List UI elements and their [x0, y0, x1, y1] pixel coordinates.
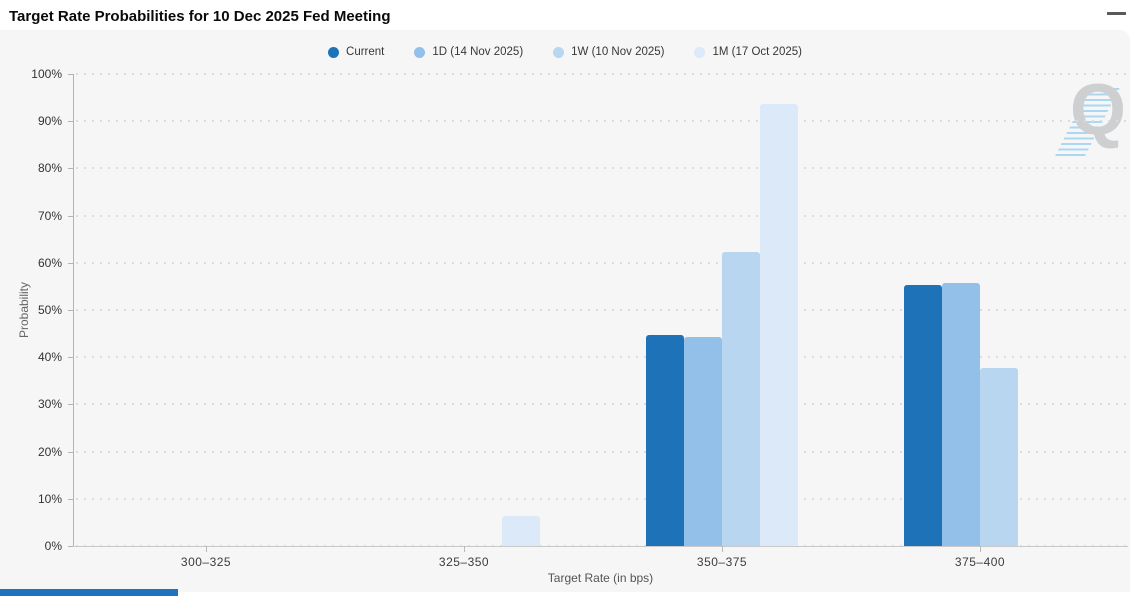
gridline-30%: [76, 403, 1128, 406]
bar-1m-350-375[interactable]: [760, 103, 798, 546]
x-category-label: 350–375: [696, 555, 748, 569]
bar-1d-350-375[interactable]: [684, 336, 722, 546]
legend-label: 1W (10 Nov 2025): [571, 46, 665, 58]
y-tick-label: 50%: [37, 303, 62, 317]
chart-panel: Current 1D (14 Nov 2025) 1W (10 Nov 2025) 1…: [0, 30, 1130, 592]
gridline-90%: [76, 120, 1128, 123]
y-tick-label: 30%: [37, 397, 62, 412]
x-axis-tick: [206, 546, 207, 552]
y-axis-tick: [68, 215, 73, 217]
y-axis-tick: [68, 357, 73, 359]
bar-1d-375-400[interactable]: [942, 283, 980, 546]
y-axis-tick: [68, 168, 73, 170]
gridline-50%: [76, 309, 1128, 311]
legend-item-1w[interactable]: 1W (10 Nov 2025): [553, 46, 664, 58]
y-axis-tick: [68, 74, 73, 75]
gridline-20%: [76, 450, 1128, 453]
y-tick-label: 20%: [37, 444, 62, 459]
gridline-70%: [76, 214, 1128, 217]
y-tick-label: 10%: [37, 491, 62, 506]
legend-swatch-icon: [694, 46, 706, 58]
legend-label: Current: [346, 46, 385, 58]
bar-1w-375-400[interactable]: [980, 368, 1018, 546]
x-category-label: 375–400: [954, 555, 1006, 569]
quikstrike-logo-watermark: Q: [1052, 74, 1136, 164]
y-axis-tick: [68, 498, 73, 500]
legend-swatch-icon: [553, 46, 565, 58]
y-axis-tick: [68, 121, 73, 123]
x-axis-tick: [980, 546, 981, 552]
y-tick-label: 60%: [37, 255, 62, 270]
legend-label: 1M (17 Oct 2025): [712, 46, 802, 58]
bar-1m-325-350[interactable]: [502, 516, 540, 546]
y-axis-tick: [68, 451, 73, 453]
bottom-accent-bar[interactable]: [0, 589, 178, 596]
x-axis-title: Target Rate (in bps): [547, 571, 654, 585]
legend-swatch-icon: [414, 46, 426, 58]
hamburger-bar: [1107, 12, 1126, 15]
y-tick-label: 0%: [44, 539, 62, 553]
page-title: Target Rate Probabilities for 10 Dec 202…: [9, 8, 391, 25]
y-tick-label: 70%: [37, 208, 62, 223]
x-category-label: 300–325: [180, 555, 232, 569]
gridline-80%: [76, 167, 1128, 170]
chart-area: Probability Target Rate (in bps) Q 0% 10%…: [0, 30, 1130, 592]
y-tick-label: 40%: [37, 350, 62, 365]
bar-1w-350-375[interactable]: [722, 251, 760, 546]
hamburger-menu-icon[interactable]: [1107, 12, 1126, 27]
x-axis-tick: [722, 546, 723, 552]
x-axis-line: [73, 546, 1128, 547]
y-axis-tick: [68, 310, 73, 311]
y-tick-label: 100%: [31, 67, 62, 81]
y-axis-tick: [68, 404, 73, 406]
legend-item-current[interactable]: Current: [328, 46, 384, 58]
gridline-100%: [76, 73, 1128, 75]
gridline-10%: [76, 497, 1128, 500]
x-axis-tick: [464, 546, 465, 552]
y-tick-label: 90%: [37, 114, 62, 129]
gridline-60%: [76, 261, 1128, 264]
legend-item-1m[interactable]: 1M (17 Oct 2025): [694, 46, 802, 58]
y-axis-tick: [68, 546, 73, 547]
legend-swatch-icon: [328, 46, 340, 58]
x-category-label: 325–350: [438, 555, 490, 569]
y-tick-label: 80%: [37, 161, 62, 176]
chart-legend: Current 1D (14 Nov 2025) 1W (10 Nov 2025) 1…: [0, 46, 1130, 58]
y-axis-line: [73, 74, 74, 546]
logo-q-letter: Q: [1070, 70, 1127, 150]
bar-current-350-375[interactable]: [646, 335, 684, 546]
legend-item-1d[interactable]: 1D (14 Nov 2025): [414, 46, 523, 58]
gridline-40%: [76, 356, 1128, 359]
bar-current-375-400[interactable]: [904, 284, 942, 546]
legend-label: 1D (14 Nov 2025): [432, 46, 524, 58]
y-axis-tick: [68, 262, 73, 264]
